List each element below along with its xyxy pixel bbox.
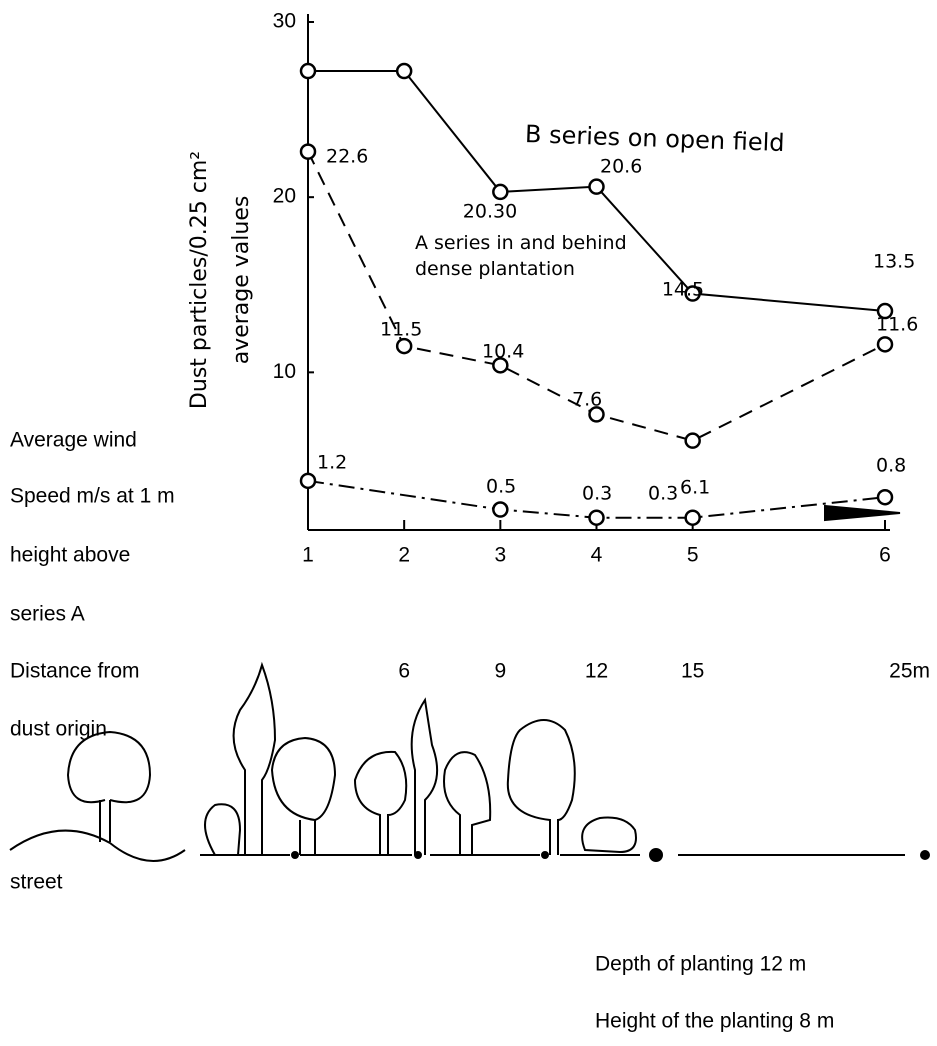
data-label: 0.5 — [486, 476, 516, 498]
y-tick-label: 10 — [273, 360, 296, 383]
data-point — [301, 64, 315, 78]
x-tick-label: 3 — [494, 544, 506, 567]
tree — [444, 752, 490, 855]
y-label-group: Dust particles/0.25 cm² average values — [187, 151, 254, 409]
data-point — [493, 185, 507, 199]
y-axis-label: average values — [229, 196, 254, 365]
data-label: 1.2 — [317, 452, 347, 474]
data-label: 20.30 — [463, 201, 517, 223]
data-point — [397, 64, 411, 78]
data-label: 0.3 — [648, 483, 678, 505]
data-label: 14.5 — [662, 279, 704, 301]
x-tick-label: 2 — [398, 544, 410, 567]
data-point — [686, 434, 700, 448]
distance-label: 6 — [398, 660, 410, 683]
shrub — [582, 818, 636, 853]
data-point — [686, 511, 700, 525]
y-tick-label: 20 — [273, 185, 296, 208]
x-tick-label: 5 — [687, 544, 699, 567]
data-label: 0.8 — [876, 455, 906, 477]
x-tick-label: 1 — [302, 544, 314, 567]
y-axis-label: Dust particles/0.25 cm² — [187, 151, 212, 409]
post — [542, 852, 548, 858]
data-label: 10.4 — [482, 341, 524, 363]
distance-label: 9 — [494, 660, 506, 683]
note: Height of the planting 8 m — [595, 1010, 834, 1033]
ground — [10, 831, 185, 861]
y-tick-label: 30 — [273, 10, 296, 33]
data-point — [397, 339, 411, 353]
series-label-box: A series in and behind dense plantation — [415, 230, 655, 320]
data-point — [301, 145, 315, 159]
data-label: 11.5 — [380, 319, 422, 341]
data-label: 22.6 — [326, 146, 368, 168]
data-point — [590, 511, 604, 525]
data-label: 11.6 — [876, 314, 918, 336]
row-label: dust origin — [10, 718, 107, 741]
arrow — [825, 506, 900, 520]
data-point — [301, 474, 315, 488]
row-label: Speed m/s at 1 m — [10, 485, 175, 508]
post — [292, 852, 298, 858]
data-point — [878, 337, 892, 351]
note: Depth of planting 12 m — [595, 953, 806, 976]
tree — [508, 720, 575, 855]
row-label: Average wind — [10, 429, 137, 452]
street-label: street — [10, 871, 63, 894]
series-label: A series in and behind dense plantation — [415, 230, 640, 282]
post — [921, 851, 929, 859]
distance-label: 25m — [889, 660, 930, 683]
row-label: series A — [10, 603, 85, 626]
tree — [272, 738, 335, 855]
data-point — [493, 503, 507, 517]
tree — [205, 804, 240, 855]
data-label: 6.1 — [680, 477, 710, 499]
data-point — [878, 490, 892, 504]
series-label: B series on open field — [525, 120, 785, 157]
distance-label: 15 — [681, 660, 704, 683]
data-label: 20.6 — [600, 156, 642, 178]
plantation-drawing — [10, 665, 929, 861]
data-label: 7.6 — [572, 389, 602, 411]
row-label: height above — [10, 544, 130, 567]
post — [650, 849, 662, 861]
tree — [412, 700, 437, 855]
distance-label: 12 — [585, 660, 608, 683]
chart: Dust particles/0.25 cm² average values B… — [0, 0, 937, 1041]
x-tick-label: 4 — [591, 544, 603, 567]
x-tick-label: 6 — [879, 544, 891, 567]
data-label: 0.3 — [582, 483, 612, 505]
data-label: 13.5 — [873, 251, 915, 273]
row-label: Distance from — [10, 660, 140, 683]
tree — [355, 752, 406, 855]
tree — [68, 732, 150, 842]
data-point — [590, 180, 604, 194]
